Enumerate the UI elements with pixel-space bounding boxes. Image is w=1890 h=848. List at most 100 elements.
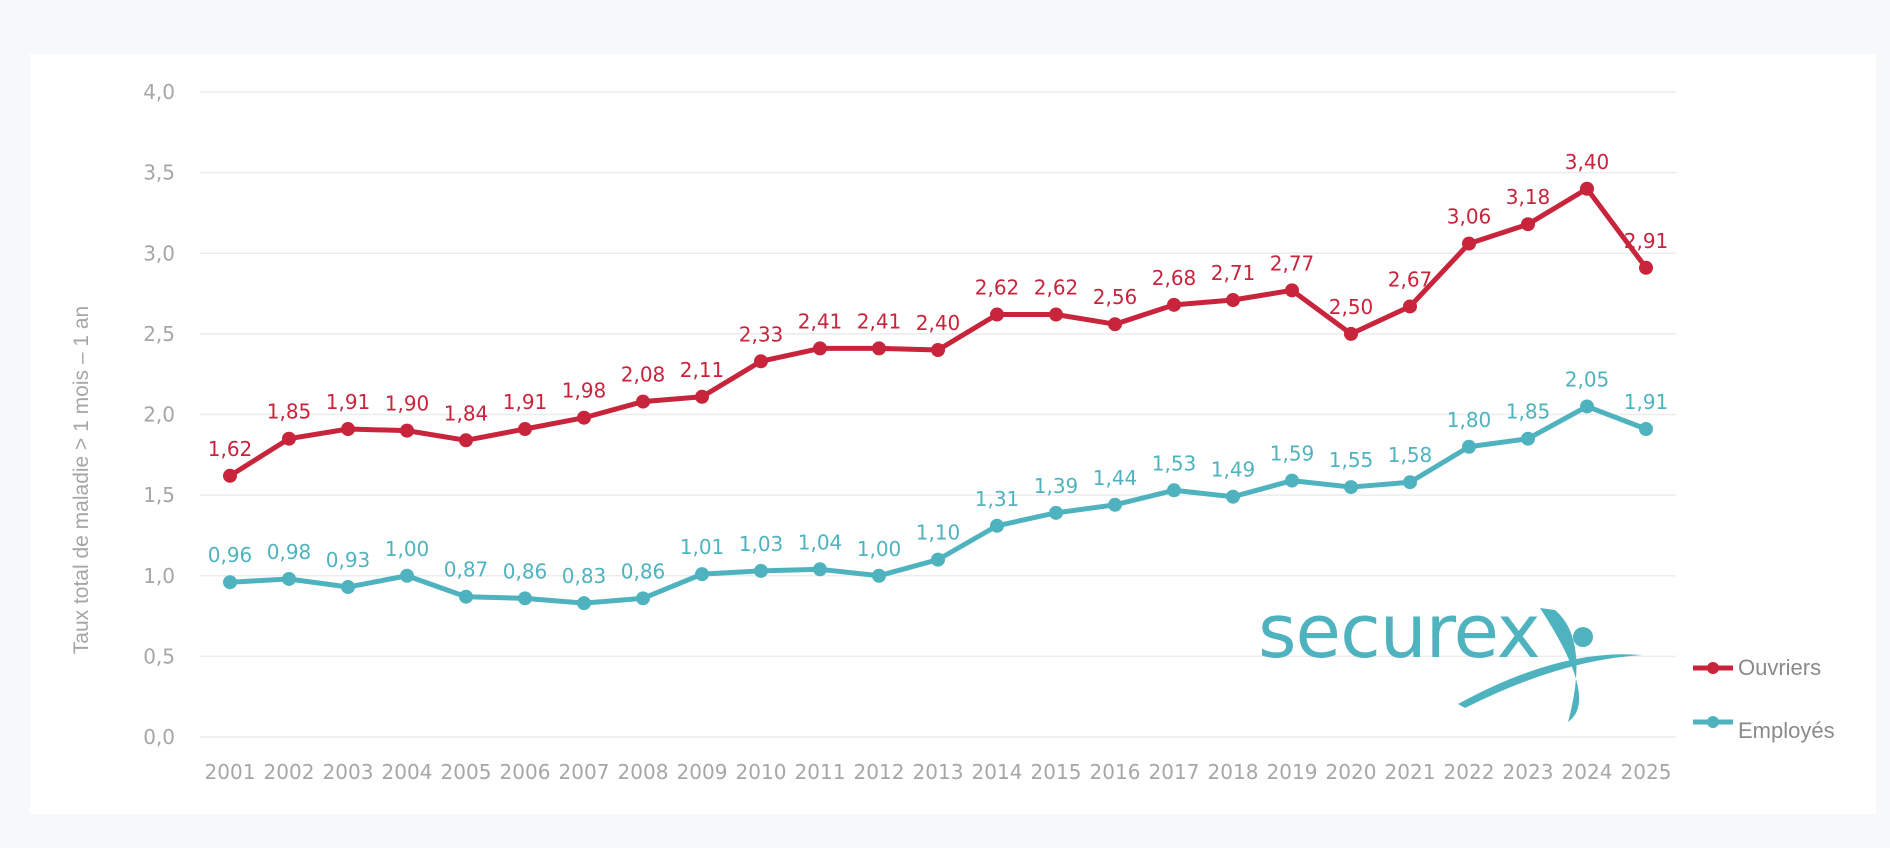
y-tick-label: 1,0 — [143, 564, 175, 588]
data-point — [1403, 299, 1417, 314]
data-label: 0,86 — [621, 559, 666, 583]
data-point — [872, 341, 886, 356]
data-point — [577, 596, 591, 611]
data-point — [1226, 489, 1240, 504]
data-label: 0,93 — [326, 548, 371, 572]
y-tick-label: 2,5 — [143, 322, 175, 346]
data-point — [400, 423, 414, 438]
data-point — [1462, 439, 1476, 454]
data-label: 2,11 — [680, 358, 725, 382]
x-axis-ticks: 2001 2002 2003 2004 2005 2006 2007 2008 2009 2010… — [205, 760, 1672, 784]
data-label: 1,31 — [975, 487, 1020, 511]
x-tick-label: 2004 — [382, 760, 433, 784]
data-point — [1580, 399, 1594, 414]
legend-label-employes: Employés — [1738, 718, 1835, 743]
x-tick-label: 2022 — [1444, 760, 1495, 784]
y-tick-label: 0,5 — [143, 644, 175, 668]
data-label: 0,96 — [208, 543, 253, 567]
data-point — [518, 591, 532, 606]
x-tick-label: 2007 — [559, 760, 610, 784]
x-tick-label: 2008 — [618, 760, 669, 784]
data-label: 2,62 — [975, 276, 1020, 300]
data-label: 0,86 — [503, 559, 548, 583]
y-tick-label: 3,0 — [143, 241, 175, 265]
data-label: 1,00 — [857, 537, 902, 561]
data-point — [577, 410, 591, 425]
x-tick-label: 2025 — [1621, 760, 1672, 784]
data-point — [223, 575, 237, 590]
y-tick-label: 3,5 — [143, 161, 175, 185]
data-label: 1,58 — [1388, 443, 1433, 467]
series-employes: 0,96 0,98 0,93 1,00 0,87 0,86 0,83 0,86 1,01 1,03… — [208, 367, 1669, 611]
data-point — [1049, 505, 1063, 520]
data-label: 2,33 — [739, 322, 784, 346]
x-tick-label: 2014 — [972, 760, 1023, 784]
data-point — [1639, 260, 1653, 275]
data-point — [1285, 473, 1299, 488]
data-point — [341, 422, 355, 437]
data-point — [1285, 283, 1299, 298]
data-point — [636, 394, 650, 409]
x-tick-label: 2016 — [1090, 760, 1141, 784]
data-point — [754, 563, 768, 578]
data-point — [400, 568, 414, 583]
data-label: 1,90 — [385, 392, 430, 416]
x-tick-label: 2015 — [1031, 760, 1082, 784]
data-label: 0,87 — [444, 558, 489, 582]
data-label: 1,53 — [1152, 451, 1197, 475]
data-point — [1344, 326, 1358, 341]
data-label: 2,56 — [1093, 285, 1138, 309]
data-label: 2,62 — [1034, 276, 1079, 300]
data-label: 1,49 — [1211, 458, 1256, 482]
data-point — [1639, 422, 1653, 437]
data-label: 1,00 — [385, 537, 430, 561]
y-axis-label: Taux total de maladie > 1 mois – 1 an — [70, 306, 93, 654]
data-label: 2,08 — [621, 363, 666, 387]
x-tick-label: 2019 — [1267, 760, 1318, 784]
securex-logo: securex — [1258, 589, 1642, 722]
data-label: 0,83 — [562, 564, 607, 588]
data-label: 2,50 — [1329, 295, 1374, 319]
y-tick-label: 2,0 — [143, 403, 175, 427]
legend-marker — [1707, 716, 1719, 728]
data-point — [695, 389, 709, 404]
data-label: 2,68 — [1152, 266, 1197, 290]
x-tick-label: 2002 — [264, 760, 315, 784]
data-point — [754, 354, 768, 369]
x-tick-label: 2021 — [1385, 760, 1436, 784]
logo-text: securex — [1258, 589, 1539, 675]
y-tick-label: 0,0 — [143, 725, 175, 749]
data-label: 1,91 — [1624, 390, 1669, 414]
data-point — [872, 568, 886, 583]
x-tick-label: 2017 — [1149, 760, 1200, 784]
data-label: 3,18 — [1506, 185, 1551, 209]
data-label: 1,59 — [1270, 442, 1315, 466]
data-label: 1,85 — [267, 400, 312, 424]
legend-marker — [1707, 662, 1719, 674]
data-label: 1,55 — [1329, 448, 1374, 472]
series-ouvriers: 1,62 1,85 1,91 1,90 1,84 1,91 1,98 2,08 2,11 2,33… — [208, 150, 1668, 483]
data-point — [341, 580, 355, 595]
x-tick-label: 2009 — [677, 760, 728, 784]
y-axis-ticks: 0,0 0,5 1,0 1,5 2,0 2,5 3,0 3,5 4,0 — [143, 80, 175, 749]
series-lines: 1,62 1,85 1,91 1,90 1,84 1,91 1,98 2,08 2,11 2,33… — [208, 150, 1669, 611]
x-tick-label: 2010 — [736, 760, 787, 784]
data-label: 2,71 — [1211, 261, 1256, 285]
data-label: 1,91 — [326, 390, 371, 414]
data-label: 3,40 — [1565, 150, 1610, 174]
y-tick-label: 4,0 — [143, 80, 175, 104]
x-tick-label: 2011 — [795, 760, 846, 784]
x-tick-label: 2003 — [323, 760, 374, 784]
data-label: 1,04 — [798, 530, 843, 554]
x-tick-label: 2023 — [1503, 760, 1554, 784]
data-point — [813, 341, 827, 356]
legend-item-ouvriers: Ouvriers — [1693, 655, 1821, 680]
x-tick-label: 2005 — [441, 760, 492, 784]
x-tick-label: 2013 — [913, 760, 964, 784]
data-label: 1,85 — [1506, 400, 1551, 424]
data-point — [813, 562, 827, 577]
data-point — [1167, 483, 1181, 498]
data-label: 1,01 — [680, 535, 725, 559]
data-point — [282, 571, 296, 586]
